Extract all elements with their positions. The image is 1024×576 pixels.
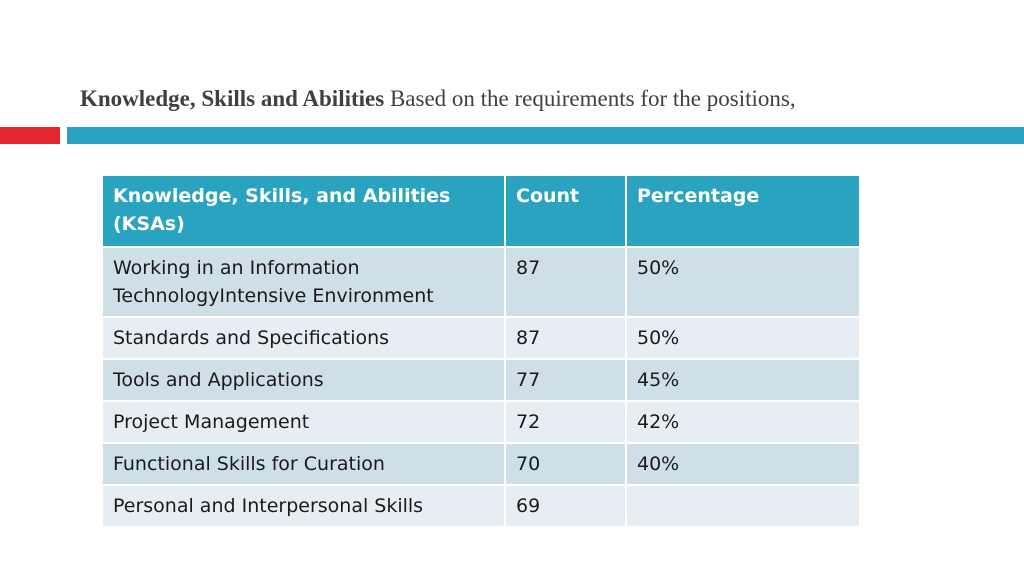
slide-title-bold: Knowledge, Skills and Abilities bbox=[80, 86, 385, 111]
percentage-cell: 45% bbox=[625, 358, 861, 402]
percentage-cell: 42% bbox=[625, 400, 861, 444]
ksa-cell: Standards and Specifications bbox=[101, 316, 506, 360]
table-row: Tools and Applications 77 45% bbox=[101, 358, 861, 402]
accent-bar-teal bbox=[67, 127, 1024, 144]
table-row: Project Management 72 42% bbox=[101, 400, 861, 444]
table-row: Standards and Specifications 87 50% bbox=[101, 316, 861, 360]
count-cell: 87 bbox=[504, 316, 627, 360]
column-header-ksa: Knowledge, Skills, and Abilities (KSAs) bbox=[101, 174, 506, 248]
ksa-cell: Working in an Information TechnologyInte… bbox=[101, 246, 506, 318]
percentage-cell: 40% bbox=[625, 442, 861, 486]
ksa-cell: Personal and Interpersonal Skills bbox=[101, 484, 506, 528]
table-row: Functional Skills for Curation 70 40% bbox=[101, 442, 861, 486]
count-cell: 72 bbox=[504, 400, 627, 444]
percentage-cell: 50% bbox=[625, 246, 861, 318]
percentage-cell: 50% bbox=[625, 316, 861, 360]
ksa-cell: Project Management bbox=[101, 400, 506, 444]
column-header-percentage: Percentage bbox=[625, 174, 861, 248]
table-row: Personal and Interpersonal Skills 69 bbox=[101, 484, 861, 528]
ksa-cell: Functional Skills for Curation bbox=[101, 442, 506, 486]
ksa-cell: Tools and Applications bbox=[101, 358, 506, 402]
slide-title: Knowledge, Skills and Abilities Based on… bbox=[80, 84, 796, 114]
count-cell: 69 bbox=[504, 484, 627, 528]
count-cell: 70 bbox=[504, 442, 627, 486]
count-cell: 87 bbox=[504, 246, 627, 318]
column-header-count: Count bbox=[504, 174, 627, 248]
slide-title-rest: Based on the requirements for the positi… bbox=[384, 86, 796, 111]
table-row: Working in an Information TechnologyInte… bbox=[101, 246, 861, 318]
ksa-table: Knowledge, Skills, and Abilities (KSAs) … bbox=[101, 174, 861, 528]
accent-bar-red bbox=[0, 127, 60, 144]
percentage-cell bbox=[625, 484, 861, 528]
count-cell: 77 bbox=[504, 358, 627, 402]
table-header-row: Knowledge, Skills, and Abilities (KSAs) … bbox=[101, 174, 861, 248]
